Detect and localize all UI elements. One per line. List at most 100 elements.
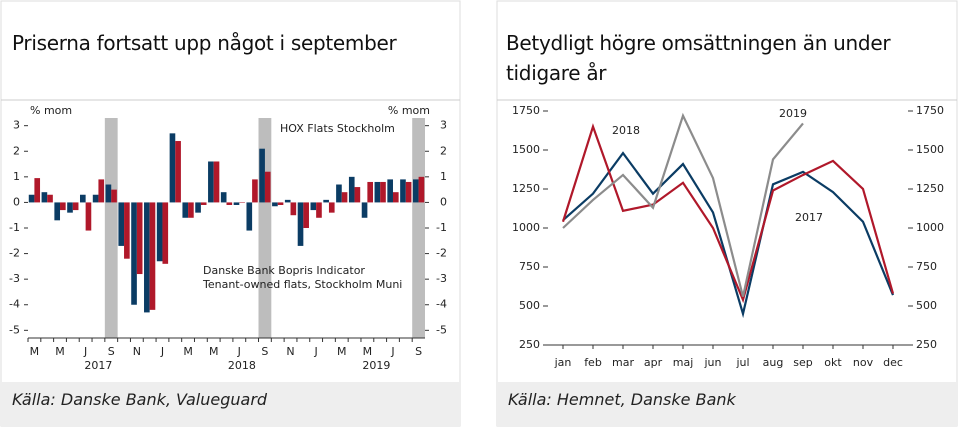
bar [136,202,143,275]
x-tick-label: aug [763,356,784,369]
year-label: 2019 [362,359,390,372]
bar [367,181,374,203]
x-tick-label: S [108,345,115,358]
bar [169,133,176,203]
y2-tick-label: -4 [436,298,447,311]
bar [405,181,412,203]
y2-tick-label: 0 [440,195,447,208]
bar [149,202,156,310]
bar [297,202,304,246]
bar [336,184,342,203]
panel [496,0,958,427]
x-tick-label: J [160,345,164,358]
bar [392,192,399,203]
source: Källa: Hemnet, Danske Bank [508,390,736,409]
bar [34,178,41,203]
bar [131,202,137,305]
x-tick-label: M [55,345,65,358]
bar [118,202,125,246]
bar [323,199,329,203]
bar [98,179,105,203]
y2-tick-label: 500 [916,299,937,312]
chart-title: Priserna fortsatt upp något i september [12,31,397,55]
year-label: 2018 [228,359,256,372]
series-label: Danske Bank Bopris Indicator [203,264,365,277]
bar [374,181,381,203]
bar [162,202,169,264]
bar [54,202,61,221]
y2-tick-label: -1 [436,221,447,234]
y-tick-label: 1250 [512,182,540,195]
series-label: 2018 [612,124,640,137]
bar [387,179,393,203]
bar [310,202,317,211]
bar [156,202,163,262]
x-tick-label: J [83,345,87,358]
bar [239,202,245,203]
bar [341,192,348,203]
y2-tick-label: 1 [440,170,447,183]
bar [105,184,112,203]
x-tick-label: apr [644,356,663,369]
y-tick-label: 1000 [512,221,540,234]
bar [28,194,35,203]
bar [290,202,297,216]
x-tick-label: mar [612,356,634,369]
y2-tick-label: 2 [440,144,447,157]
bar [47,194,53,203]
x-tick-label: N [133,345,141,358]
bar [226,202,233,205]
bar [111,189,117,203]
bar [92,194,99,203]
bar [182,202,189,218]
series-label: 2017 [795,211,823,224]
y-tick-label: -3 [9,272,20,285]
bar [233,202,240,205]
bar [328,202,335,213]
bar [79,194,86,203]
y-tick-label: 1500 [512,143,540,156]
bar [72,202,79,211]
x-tick-label: maj [673,356,694,369]
bar [412,179,419,203]
x-tick-label: M [209,345,219,358]
bar [60,202,66,211]
bar [303,202,309,228]
x-tick-label: jul [735,356,749,369]
y-tick-label: 3 [13,119,20,132]
y-tick-label: -5 [9,323,20,336]
y-tick-label: 1750 [512,104,540,117]
series-label: 2019 [779,107,807,120]
bar [246,202,253,231]
y2-tick-label: 3 [440,119,447,132]
y-tick-label: 500 [519,299,540,312]
bar [400,179,406,203]
x-tick-label: dec [883,356,903,369]
bar [259,148,265,203]
x-tick-label: S [415,345,422,358]
bar [208,161,214,203]
bar [213,161,220,203]
x-tick-label: J [390,345,394,358]
bar [252,179,258,203]
y2-tick-label: -2 [436,247,447,260]
bar [284,199,291,203]
y2-tick-label: 750 [916,260,937,273]
y-tick-label: 2 [13,144,20,157]
y-tick-label: -4 [9,298,20,311]
x-tick-label: M [363,345,373,358]
bar [85,202,92,231]
y-axis-label: % mom [30,104,72,117]
x-tick-label: M [337,345,347,358]
x-tick-label: M [30,345,40,358]
y-tick-label: 1 [13,170,20,183]
bar [361,202,368,218]
bar [144,202,150,313]
bar [380,181,386,203]
bar [195,202,201,213]
y-tick-label: -2 [9,247,20,260]
footer [1,382,460,426]
bar [41,192,48,203]
